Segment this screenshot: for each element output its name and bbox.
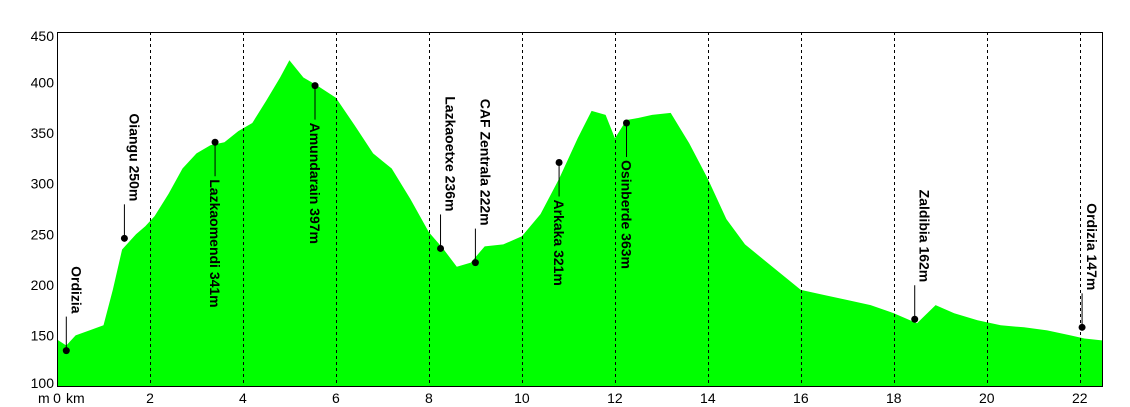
x-tick-label-0: 0 — [53, 390, 61, 406]
waypoint-marker-4 — [437, 244, 445, 252]
waypoint-marker-9 — [1078, 323, 1086, 331]
waypoint-marker-7 — [622, 119, 630, 127]
waypoint-marker-6 — [555, 158, 563, 166]
x-tick-label-18: 18 — [886, 390, 902, 406]
axis-labels-layer: 100 150 200 250 300 350 400 450 0 2 4 6 8 10 12 14 16 18 2… — [31, 28, 1088, 406]
waypoint-label-2: Lazkaomendi 341m — [207, 179, 223, 307]
x-tick-label-4: 4 — [239, 390, 247, 406]
y-axis-unit-label: m — [38, 390, 50, 406]
y-tick-label-350: 350 — [31, 125, 55, 141]
y-tick-label-450: 450 — [31, 28, 55, 44]
waypoint-marker-2 — [211, 138, 219, 146]
y-tick-label-300: 300 — [31, 176, 55, 192]
plot-frame — [57, 32, 1103, 387]
x-tick-label-8: 8 — [425, 390, 433, 406]
elevation-area-layer — [57, 60, 1103, 387]
y-tick-label-250: 250 — [31, 226, 55, 242]
x-tick-label-2: 2 — [146, 390, 154, 406]
waypoint-label-1: Oiangu 250m — [126, 113, 142, 201]
waypoint-marker-8 — [911, 315, 919, 323]
x-axis-unit-label: km — [66, 390, 85, 406]
y-tick-label-400: 400 — [31, 75, 55, 91]
waypoint-marker-5 — [471, 259, 479, 267]
y-tick-label-100: 100 — [31, 375, 55, 391]
x-tick-label-22: 22 — [1072, 390, 1088, 406]
y-tick-label-150: 150 — [31, 327, 55, 343]
waypoint-label-6: Arkaka 321m — [551, 199, 567, 285]
waypoint-label-8: Zaldibia 162m — [917, 190, 933, 283]
x-tick-label-14: 14 — [700, 390, 716, 406]
waypoint-marker-0 — [62, 347, 70, 355]
x-tick-label-6: 6 — [332, 390, 340, 406]
waypoint-label-3: Amundarain 397m — [307, 123, 323, 244]
waypoint-marker-1 — [120, 234, 128, 242]
x-tick-label-16: 16 — [793, 390, 809, 406]
waypoints-layer: Ordizia Oiangu 250m Lazkaomendi 341m Amunda… — [62, 82, 1100, 355]
waypoint-label-9: Ordizia 147m — [1084, 203, 1100, 290]
y-tick-label-200: 200 — [31, 277, 55, 293]
waypoint-label-7: Osinberde 363m — [618, 160, 634, 269]
x-tick-label-10: 10 — [514, 390, 530, 406]
waypoint-label-0: Ordizia — [68, 266, 84, 314]
waypoint-label-4: Lazkaoetxe 236m — [443, 96, 459, 211]
waypoint-marker-3 — [311, 82, 319, 90]
x-tick-label-12: 12 — [607, 390, 623, 406]
elevation-area — [57, 60, 1103, 387]
plot-frame-layer — [57, 32, 1103, 387]
waypoint-label-5: CAF Zentrala 222m — [477, 99, 493, 226]
x-tick-label-20: 20 — [979, 390, 995, 406]
